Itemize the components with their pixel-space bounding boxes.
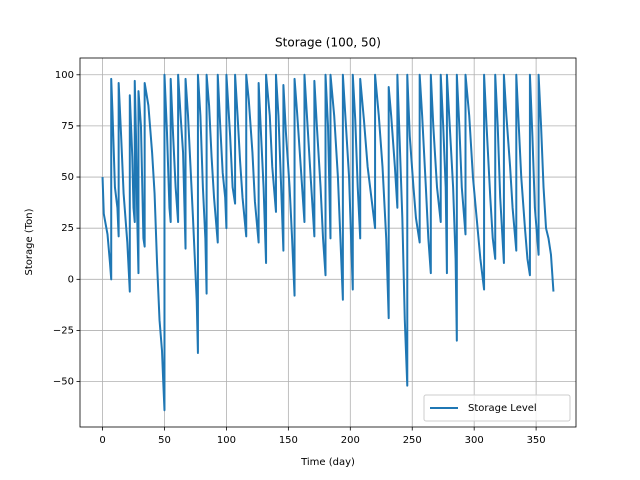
x-tick-label: 150	[279, 435, 298, 446]
x-tick-label: 100	[217, 435, 236, 446]
axes-frame	[79, 57, 577, 428]
x-tick-label: 50	[158, 435, 171, 446]
y-tick-label: 0	[68, 274, 74, 285]
x-tick-label: 250	[403, 435, 422, 446]
y-tick-label: 25	[61, 223, 74, 234]
legend-box	[423, 394, 571, 422]
legend-label: Storage Level	[468, 403, 537, 414]
data-line	[101, 73, 555, 412]
x-tick-label: 200	[341, 435, 360, 446]
x-tick-label: 0	[99, 435, 105, 446]
y-tick-label: −25	[53, 325, 74, 336]
y-tick-label: 100	[55, 70, 74, 81]
y-tick-label: −50	[53, 377, 74, 388]
y-tick-label: 50	[61, 172, 74, 183]
y-axis-label: Storage (Ton)	[24, 208, 35, 275]
plot-area: 0 50 100 150 200 250 300 350 −50 −25 0 25 50 75 100 Sto…	[53, 57, 577, 446]
chart-title: Storage (100, 50)	[275, 36, 381, 50]
x-tick-label: 350	[527, 435, 546, 446]
x-tick-label: 300	[465, 435, 484, 446]
y-tick-label: 75	[61, 121, 74, 132]
x-axis-label: Time (day)	[300, 457, 355, 468]
